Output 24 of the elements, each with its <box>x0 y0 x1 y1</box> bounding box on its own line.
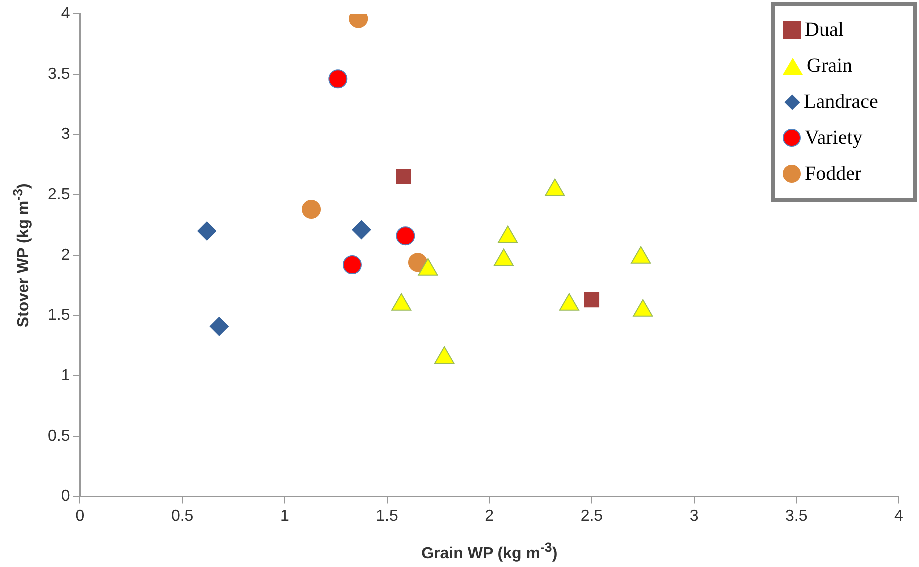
x-tick-label: 1.5 <box>376 508 398 525</box>
x-tick-label: 3.5 <box>786 508 808 525</box>
x-tick-label: 2 <box>485 508 494 525</box>
y-tick-label: 1.5 <box>48 307 70 324</box>
y-tick-label: 2.5 <box>48 186 70 204</box>
x-tick-label: 0.5 <box>171 508 194 525</box>
x-tick-label: 2.5 <box>580 508 604 525</box>
x-tick-label: 0 <box>76 508 85 525</box>
y-tick-label: 2 <box>61 246 70 264</box>
legend-label: Dual <box>805 18 844 42</box>
x-tick-label: 4 <box>894 508 904 525</box>
y-tick-label: 1 <box>61 368 70 385</box>
y-tick-label: 3.5 <box>48 66 70 83</box>
x-tick-label: 3 <box>690 508 699 525</box>
y-tick-label: 4 <box>61 5 70 22</box>
legend-label: Fodder <box>805 162 862 186</box>
legend-label: Variety <box>805 126 863 150</box>
y-tick-label: 0 <box>61 488 70 506</box>
legend-label: Grain <box>807 54 853 78</box>
x-axis-title: Grain WP (kg m$^{-3}$) <box>422 540 558 564</box>
y-tick-label: 3 <box>61 126 70 144</box>
x-tick-label: 1 <box>280 508 290 525</box>
legend-label: Landrace <box>804 90 878 114</box>
y-tick-label: 0.5 <box>48 428 70 445</box>
